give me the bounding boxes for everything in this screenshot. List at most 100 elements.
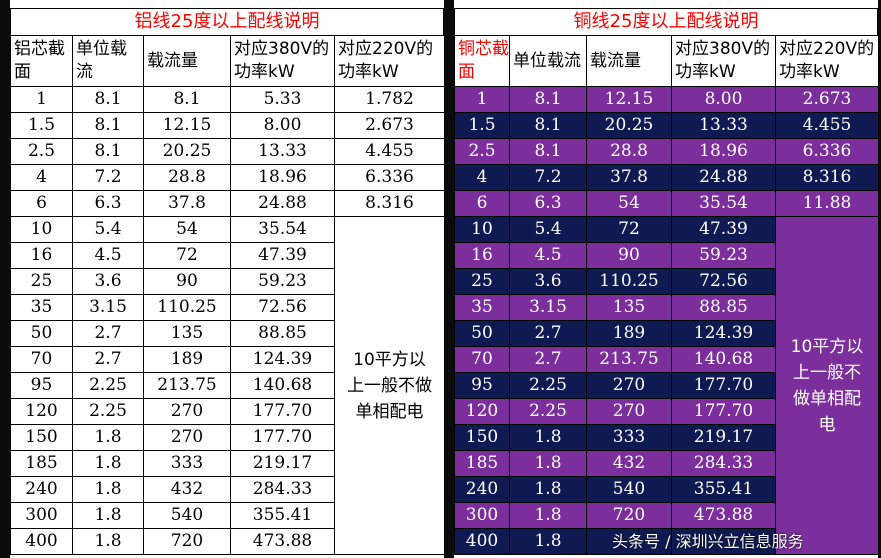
unit-current-cell: 1.8	[509, 502, 587, 529]
current-capacity-cell: 20.25	[586, 112, 672, 139]
table-row: 1 8.1 8.1 5.33 1.782	[10, 86, 445, 113]
cross-section-cell: 35	[454, 294, 510, 321]
current-capacity-cell: 540	[143, 502, 231, 529]
power-380v-cell: 88.85	[671, 294, 776, 321]
current-capacity-cell: 28.8	[143, 164, 231, 191]
unit-current-cell: 2.7	[509, 346, 587, 373]
power-380v-cell: 473.88	[671, 502, 776, 529]
cross-section-cell: 2.5	[454, 138, 510, 165]
unit-current-cell: 3.15	[72, 294, 144, 321]
table-row: 120 2.25 270 177.70	[454, 398, 879, 425]
table-row: 16 4.5 72 47.39	[10, 242, 445, 269]
table-row: 1 8.1 12.15 8.00 2.673	[454, 86, 879, 113]
copper-table-title: 铜线25度以上配线说明	[454, 8, 878, 35]
current-capacity-cell: 720	[143, 528, 231, 555]
current-capacity-cell: 37.8	[143, 190, 231, 217]
table-row: 4 7.2 37.8 24.88 8.316	[454, 164, 879, 191]
unit-current-cell: 1.8	[509, 476, 587, 503]
copper-header-row: 铜芯截面 单位载流 载流量 对应380V的功率kW 对应220V的功率kW	[454, 35, 879, 87]
table-row: 6 6.3 54 35.54 11.88	[454, 190, 879, 217]
table-row: 400 1.8	[454, 528, 879, 555]
power-380v-cell: 177.70	[671, 372, 776, 399]
current-capacity-cell: 213.75	[143, 372, 231, 399]
current-capacity-cell: 8.1	[143, 86, 231, 113]
power-380v-cell: 140.68	[671, 346, 776, 373]
power-380v-cell: 72.56	[671, 268, 776, 295]
unit-current-cell: 8.1	[509, 86, 587, 113]
power-380v-cell: 24.88	[230, 190, 335, 217]
cross-section-cell: 240	[454, 476, 510, 503]
power-380v-cell: 284.33	[671, 450, 776, 477]
power-380v-cell	[671, 528, 776, 555]
power-380v-cell: 8.00	[230, 112, 335, 139]
cross-section-cell: 4	[10, 164, 73, 191]
power-380v-cell: 47.39	[671, 216, 776, 243]
unit-current-cell: 1.8	[72, 450, 144, 477]
power-220v-cell: 6.336	[775, 138, 879, 165]
power-380v-cell: 47.39	[230, 242, 335, 269]
unit-current-cell: 8.1	[509, 112, 587, 139]
current-capacity-cell: 20.25	[143, 138, 231, 165]
power-380v-cell: 24.88	[671, 164, 776, 191]
power-380v-cell: 177.70	[671, 398, 776, 425]
power-380v-cell: 59.23	[230, 268, 335, 295]
unit-current-cell: 1.8	[72, 476, 144, 503]
power-220v-header: 对应220V的功率kW	[334, 35, 445, 87]
table-row: 400 1.8 720 473.88	[10, 528, 445, 555]
cross-section-cell: 2.5	[10, 138, 73, 165]
left-border-bar	[0, 0, 10, 558]
cross-section-cell: 1	[10, 86, 73, 113]
unit-current-cell: 6.3	[72, 190, 144, 217]
cross-section-cell: 95	[454, 372, 510, 399]
cross-section-cell: 120	[454, 398, 510, 425]
cross-section-cell: 240	[10, 476, 73, 503]
current-capacity-cell: 189	[143, 346, 231, 373]
current-capacity-cell: 90	[143, 268, 231, 295]
cross-section-cell: 300	[10, 502, 73, 529]
power-380v-cell: 59.23	[671, 242, 776, 269]
table-row: 6 6.3 37.8 24.88 8.316	[10, 190, 445, 217]
unit-current-cell: 2.7	[509, 320, 587, 347]
power-380v-cell: 88.85	[230, 320, 335, 347]
table-row: 185 1.8 333 219.17	[10, 450, 445, 477]
table-row: 25 3.6 110.25 72.56	[454, 268, 879, 295]
current-capacity-cell: 270	[143, 398, 231, 425]
single-phase-note: 10平方以上一般不做单相配电	[775, 216, 879, 555]
cross-section-cell: 1.5	[454, 112, 510, 139]
current-capacity-cell: 37.8	[586, 164, 672, 191]
table-row: 50 2.7 189 124.39	[454, 320, 879, 347]
cross-section-cell: 150	[454, 424, 510, 451]
cross-section-cell: 400	[454, 528, 510, 555]
table-row: 300 1.8 720 473.88	[454, 502, 879, 529]
power-380v-header: 对应380V的功率kW	[230, 35, 335, 87]
current-capacity-cell: 333	[586, 424, 672, 451]
single-phase-note: 10平方以上一般不做单相配电	[334, 216, 445, 555]
power-380v-cell: 473.88	[230, 528, 335, 555]
power-380v-cell: 35.54	[230, 216, 335, 243]
cross-section-cell: 70	[10, 346, 73, 373]
current-capacity-cell: 135	[143, 320, 231, 347]
table-row: 1.5 8.1 20.25 13.33 4.455	[454, 112, 879, 139]
cross-section-cell: 1	[454, 86, 510, 113]
cross-section-header: 铜芯截面	[454, 35, 510, 87]
cross-section-cell: 50	[454, 320, 510, 347]
cross-section-cell: 4	[454, 164, 510, 191]
unit-current-cell: 2.25	[509, 398, 587, 425]
unit-current-cell: 5.4	[72, 216, 144, 243]
unit-current-cell: 3.6	[509, 268, 587, 295]
power-220v-cell: 6.336	[334, 164, 445, 191]
table-row: 95 2.25 213.75 140.68	[10, 372, 445, 399]
current-capacity-cell: 432	[143, 476, 231, 503]
power-220v-cell: 4.455	[334, 138, 445, 165]
current-capacity-cell: 54	[586, 190, 672, 217]
power-380v-cell: 35.54	[671, 190, 776, 217]
unit-current-cell: 6.3	[509, 190, 587, 217]
current-capacity-cell: 110.25	[586, 268, 672, 295]
current-capacity-cell: 432	[586, 450, 672, 477]
power-380v-cell: 355.41	[671, 476, 776, 503]
power-380v-cell: 140.68	[230, 372, 335, 399]
unit-current-cell: 3.15	[509, 294, 587, 321]
unit-current-cell: 1.8	[72, 528, 144, 555]
cross-section-cell: 6	[454, 190, 510, 217]
unit-current-cell: 2.25	[72, 398, 144, 425]
